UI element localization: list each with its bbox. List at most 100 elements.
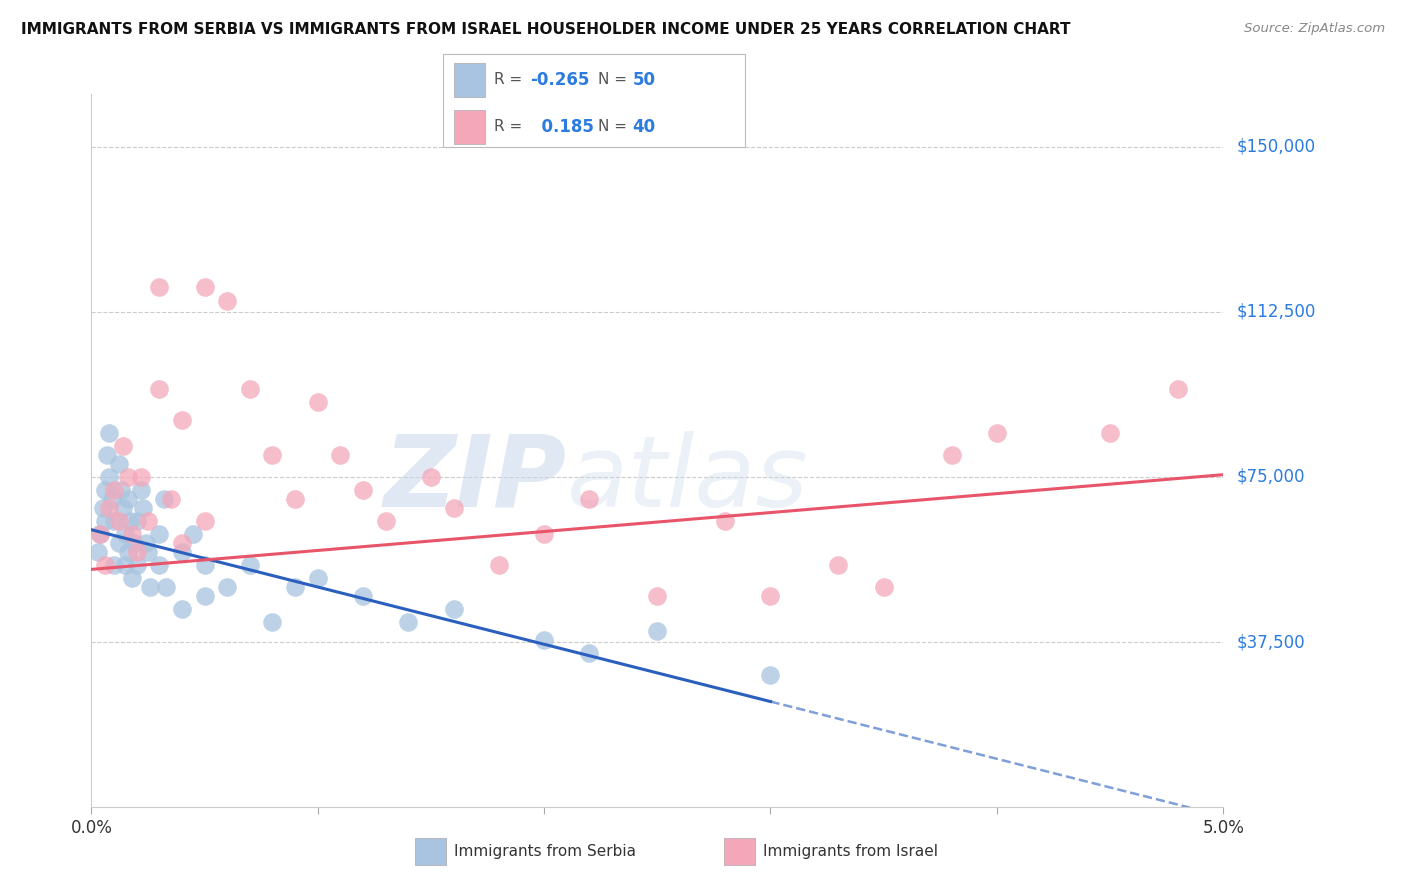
Point — [107, 457, 129, 471]
Point — [1098, 425, 1121, 440]
Point — [352, 483, 374, 497]
Point — [181, 527, 204, 541]
Point — [578, 491, 600, 506]
Point — [170, 602, 193, 616]
Point — [170, 536, 193, 550]
Text: Immigrants from Israel: Immigrants from Israel — [763, 845, 938, 859]
Point — [87, 545, 110, 559]
Point — [117, 545, 139, 559]
Point — [114, 527, 136, 541]
Point — [284, 491, 307, 506]
Text: ZIP: ZIP — [384, 431, 567, 527]
Point — [443, 500, 465, 515]
Text: 0.185: 0.185 — [530, 118, 593, 136]
Point — [759, 589, 782, 603]
Point — [94, 514, 117, 528]
Point — [262, 448, 284, 462]
Point — [129, 483, 152, 497]
Point — [98, 425, 121, 440]
Point — [533, 527, 555, 541]
Point — [307, 571, 329, 585]
Point — [941, 448, 963, 462]
Point — [872, 580, 894, 594]
Text: N =: N = — [598, 119, 631, 134]
Point — [135, 536, 157, 550]
Point — [759, 668, 782, 682]
Point — [159, 491, 181, 506]
Text: IMMIGRANTS FROM SERBIA VS IMMIGRANTS FROM ISRAEL HOUSEHOLDER INCOME UNDER 25 YEA: IMMIGRANTS FROM SERBIA VS IMMIGRANTS FRO… — [21, 22, 1070, 37]
Text: Immigrants from Serbia: Immigrants from Serbia — [454, 845, 636, 859]
Point — [139, 580, 162, 594]
Text: R =: R = — [494, 72, 527, 87]
Point — [307, 395, 329, 409]
Point — [239, 382, 262, 396]
Point — [96, 448, 118, 462]
Point — [129, 470, 152, 484]
Point — [329, 448, 352, 462]
Point — [118, 514, 141, 528]
Point — [94, 483, 117, 497]
Point — [89, 527, 111, 541]
Text: $150,000: $150,000 — [1237, 137, 1316, 155]
Text: $112,500: $112,500 — [1237, 302, 1316, 321]
Text: $37,500: $37,500 — [1237, 633, 1306, 651]
Point — [132, 500, 155, 515]
Point — [193, 514, 217, 528]
Point — [645, 589, 668, 603]
Point — [284, 580, 307, 594]
Point — [107, 536, 129, 550]
Point — [193, 589, 217, 603]
Point — [89, 527, 111, 541]
Point — [117, 491, 139, 506]
Point — [419, 470, 441, 484]
Point — [148, 382, 170, 396]
Point — [117, 470, 139, 484]
Point — [98, 500, 121, 515]
Text: 50: 50 — [633, 70, 655, 88]
Point — [125, 558, 148, 572]
Point — [136, 545, 159, 559]
Point — [121, 571, 143, 585]
Text: R =: R = — [494, 119, 527, 134]
Point — [374, 514, 396, 528]
Point — [107, 514, 129, 528]
Point — [986, 425, 1008, 440]
Point — [114, 558, 136, 572]
Point — [124, 536, 146, 550]
Point — [110, 483, 132, 497]
Text: $75,000: $75,000 — [1237, 468, 1306, 486]
Point — [100, 491, 122, 506]
Point — [121, 527, 143, 541]
Point — [148, 558, 170, 572]
Text: atlas: atlas — [567, 431, 808, 527]
Text: -0.265: -0.265 — [530, 70, 589, 88]
Point — [217, 293, 239, 308]
Point — [148, 280, 170, 294]
Point — [533, 632, 555, 647]
Point — [714, 514, 737, 528]
Point — [239, 558, 262, 572]
Point — [488, 558, 510, 572]
Point — [352, 589, 374, 603]
Point — [112, 439, 135, 453]
Point — [193, 558, 217, 572]
Point — [1167, 382, 1189, 396]
Point — [396, 615, 419, 630]
Point — [125, 545, 148, 559]
Point — [103, 514, 125, 528]
Text: 40: 40 — [633, 118, 655, 136]
Point — [827, 558, 849, 572]
Point — [98, 470, 121, 484]
Point — [91, 500, 114, 515]
Point — [153, 491, 176, 506]
Point — [193, 280, 217, 294]
Point — [103, 558, 125, 572]
Point — [155, 580, 177, 594]
Point — [578, 646, 600, 660]
Point — [148, 527, 170, 541]
Point — [125, 514, 148, 528]
Point — [443, 602, 465, 616]
Point — [170, 545, 193, 559]
Point — [262, 615, 284, 630]
Point — [94, 558, 117, 572]
